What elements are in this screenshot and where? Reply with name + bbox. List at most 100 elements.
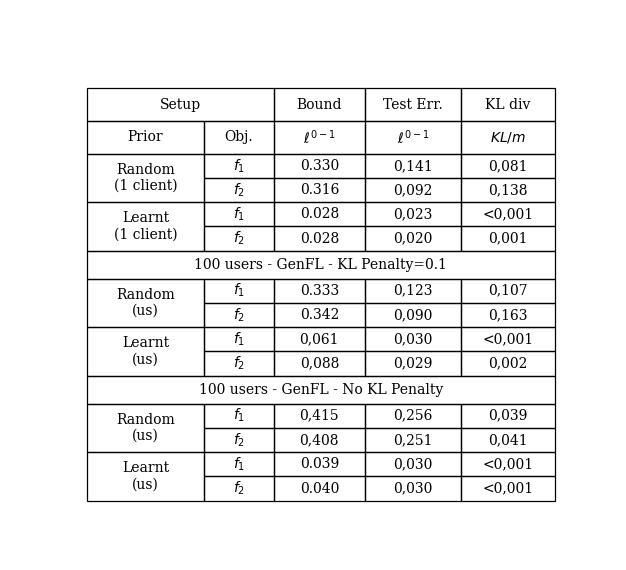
Bar (365, 226, 461, 251)
Text: Random
(us): Random (us) (116, 288, 175, 318)
Text: 0.330: 0.330 (300, 159, 339, 173)
Text: <0,001: <0,001 (483, 482, 533, 495)
Text: $f_1$: $f_1$ (233, 331, 245, 348)
Bar (365, 352, 461, 376)
Text: $f_2$: $f_2$ (233, 355, 245, 372)
Bar (365, 121, 461, 154)
Text: <0,001: <0,001 (483, 207, 533, 221)
Bar (274, 404, 365, 428)
Text: 0,123: 0,123 (393, 284, 433, 298)
Bar (274, 178, 365, 202)
Bar (461, 279, 555, 303)
Text: Learnt
(us): Learnt (us) (122, 461, 169, 491)
Bar (365, 428, 461, 452)
Text: 100 users - GenFL - No KL Penalty: 100 users - GenFL - No KL Penalty (198, 382, 443, 397)
Bar (204, 178, 274, 202)
Text: Learnt
(1 client): Learnt (1 client) (114, 211, 177, 242)
Text: Prior: Prior (128, 131, 163, 144)
Bar (461, 202, 555, 226)
Bar (274, 121, 365, 154)
Bar (274, 279, 365, 303)
Bar (204, 452, 274, 477)
Text: <0,001: <0,001 (483, 332, 533, 347)
Text: 0.333: 0.333 (300, 284, 339, 298)
Bar (87, 202, 204, 251)
Bar (204, 279, 274, 303)
Bar (461, 121, 555, 154)
Bar (274, 352, 365, 376)
Text: 100 users - GenFL - KL Penalty=0.1: 100 users - GenFL - KL Penalty=0.1 (195, 258, 447, 272)
Text: 0.028: 0.028 (300, 231, 339, 246)
Text: 0,002: 0,002 (488, 357, 528, 370)
Text: $f_1$: $f_1$ (233, 407, 245, 425)
Text: 0,408: 0,408 (300, 433, 339, 447)
Bar (274, 327, 365, 352)
Bar (461, 452, 555, 477)
Bar (274, 428, 365, 452)
Text: $f_2$: $f_2$ (233, 181, 245, 199)
Text: 0.039: 0.039 (300, 457, 339, 471)
Text: 0,081: 0,081 (488, 159, 528, 173)
Text: 0,030: 0,030 (393, 457, 433, 471)
Text: 0,090: 0,090 (393, 308, 433, 322)
Text: Setup: Setup (160, 97, 201, 112)
Text: $KL/m$: $KL/m$ (490, 130, 526, 145)
Bar (87, 404, 204, 452)
Text: 0.316: 0.316 (300, 183, 339, 197)
Bar (461, 154, 555, 178)
Text: 0,107: 0,107 (488, 284, 528, 298)
Bar (461, 226, 555, 251)
Bar (461, 88, 555, 121)
Bar (204, 202, 274, 226)
Bar (204, 154, 274, 178)
Bar (87, 327, 204, 376)
Text: 0.040: 0.040 (300, 482, 339, 495)
Bar (87, 452, 204, 500)
Bar (274, 452, 365, 477)
Text: 0,061: 0,061 (300, 332, 339, 347)
Text: 0,088: 0,088 (300, 357, 339, 370)
Bar (204, 428, 274, 452)
Bar (274, 88, 365, 121)
Text: Bound: Bound (297, 97, 342, 112)
Text: $f_1$: $f_1$ (233, 455, 245, 473)
Bar (204, 327, 274, 352)
Text: 0.028: 0.028 (300, 207, 339, 221)
Text: $\ell^{0-1}$: $\ell^{0-1}$ (397, 128, 429, 146)
Bar (365, 154, 461, 178)
Text: 0,163: 0,163 (488, 308, 528, 322)
Text: 0,039: 0,039 (488, 409, 528, 423)
Text: 0,141: 0,141 (393, 159, 433, 173)
Bar (204, 303, 274, 327)
Text: $f_2$: $f_2$ (233, 306, 245, 324)
Bar (461, 428, 555, 452)
Bar (274, 154, 365, 178)
Text: $f_2$: $f_2$ (233, 480, 245, 497)
Bar (274, 202, 365, 226)
Text: 0,256: 0,256 (393, 409, 433, 423)
Bar (365, 88, 461, 121)
Bar (461, 352, 555, 376)
Text: 0,030: 0,030 (393, 482, 433, 495)
Bar (204, 121, 274, 154)
Bar (461, 327, 555, 352)
Bar (204, 404, 274, 428)
Text: 0,041: 0,041 (488, 433, 528, 447)
Bar (204, 477, 274, 500)
Bar (204, 226, 274, 251)
Bar (87, 154, 204, 202)
Bar (365, 477, 461, 500)
Bar (274, 303, 365, 327)
Text: Random
(1 client): Random (1 client) (114, 163, 177, 193)
Text: $f_1$: $f_1$ (233, 206, 245, 223)
Bar (87, 88, 274, 121)
Text: Obj.: Obj. (225, 131, 254, 144)
Text: $f_2$: $f_2$ (233, 230, 245, 247)
Bar (365, 279, 461, 303)
Bar (365, 452, 461, 477)
Bar (365, 327, 461, 352)
Bar (204, 352, 274, 376)
Text: $f_1$: $f_1$ (233, 157, 245, 174)
Text: $f_2$: $f_2$ (233, 431, 245, 449)
Bar (274, 226, 365, 251)
